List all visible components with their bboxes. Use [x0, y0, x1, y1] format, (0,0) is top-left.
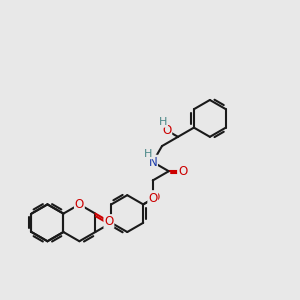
- Text: N: N: [148, 155, 157, 169]
- Text: O: O: [178, 165, 187, 178]
- Text: O: O: [148, 192, 158, 206]
- Text: O: O: [151, 191, 160, 204]
- Text: H: H: [144, 149, 152, 159]
- Text: O: O: [75, 198, 84, 211]
- Text: O: O: [162, 124, 171, 137]
- Text: O: O: [104, 215, 113, 228]
- Text: H: H: [159, 117, 167, 127]
